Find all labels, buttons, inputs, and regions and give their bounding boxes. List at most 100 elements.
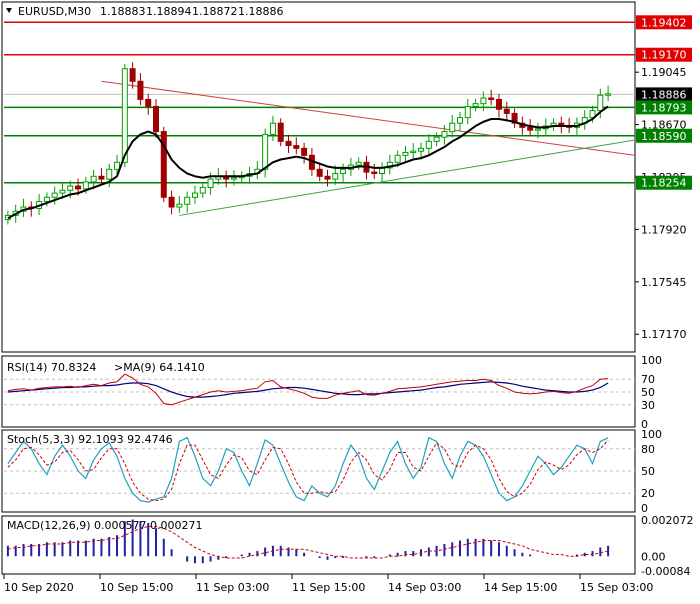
candle [191, 185, 198, 204]
candle-body [433, 136, 440, 142]
time-label: 10 Sep 2020 [4, 581, 74, 594]
candle-body [207, 178, 214, 188]
candle-body [184, 196, 191, 205]
candle-body [137, 80, 144, 100]
candle [472, 98, 479, 112]
candle [495, 93, 502, 118]
candle [98, 168, 105, 185]
candle [114, 154, 121, 176]
candle [402, 145, 409, 163]
candle-body [394, 154, 401, 163]
candle-body [199, 186, 206, 194]
stoch-layer [4, 436, 635, 503]
candle [503, 101, 510, 120]
candle-body [511, 112, 518, 124]
trendline-ascending [179, 139, 636, 216]
rsi-line [7, 373, 609, 406]
time-label: 10 Sep 15:00 [100, 581, 173, 594]
candle [176, 196, 183, 213]
time-label: 11 Sep 15:00 [292, 581, 365, 594]
candle [285, 134, 292, 153]
candle [418, 142, 425, 160]
candle [43, 192, 50, 207]
candle-body [410, 150, 417, 154]
low-value: 1.18872 [192, 5, 238, 18]
price-tag-label: 1.19402 [641, 16, 687, 29]
candle-body [371, 171, 378, 175]
candle [511, 108, 518, 129]
candle [262, 128, 269, 178]
candle-body [75, 185, 82, 190]
candle [355, 157, 362, 171]
candle [371, 163, 378, 180]
time-label: 11 Sep 03:00 [196, 581, 269, 594]
time-label: 14 Sep 03:00 [388, 581, 461, 594]
candle-body [90, 175, 97, 183]
candle [269, 115, 276, 141]
candle [277, 118, 284, 147]
price-tick-label: 1.17545 [641, 276, 687, 289]
candle-body [145, 98, 152, 107]
candle-body [324, 175, 331, 180]
price-tick-label: 1.17170 [641, 328, 687, 341]
candle-body [43, 196, 50, 202]
moving-average-line [7, 105, 609, 220]
time-label: 15 Sep 03:00 [580, 581, 653, 594]
candle-body [503, 108, 510, 114]
candle [51, 186, 58, 205]
candle-body [262, 133, 269, 170]
candle [605, 85, 612, 101]
rsi-ma-title: >MA(9) 64.1410 [114, 361, 205, 374]
macd-layer [6, 519, 610, 564]
candle-body [597, 94, 604, 112]
candle-body [480, 97, 487, 105]
candle-body [589, 110, 596, 119]
candle-body [402, 152, 409, 156]
candle [106, 163, 113, 188]
candle-body [114, 161, 121, 170]
high-value: 1.18894 [146, 5, 192, 18]
candle [184, 191, 191, 213]
candle-body [230, 177, 237, 180]
dropdown-triangle-icon[interactable] [6, 8, 12, 13]
candle-body [472, 103, 479, 107]
price-tick-label: 1.18670 [641, 119, 687, 132]
price-tag-label: 1.18886 [641, 88, 687, 101]
candle [160, 126, 167, 203]
candle [301, 142, 308, 164]
stoch-title: Stoch(5,3,3) 92.1093 92.4746 [7, 433, 173, 446]
candle-body [464, 105, 471, 119]
candle-body [191, 192, 198, 198]
candle-body [488, 97, 495, 100]
close-value: 1.18886 [238, 5, 284, 18]
rsi-level-label: 0 [641, 418, 648, 431]
candle [121, 63, 128, 168]
candle-body [82, 181, 89, 190]
candle [449, 114, 456, 138]
price-tag-label: 1.18590 [641, 130, 687, 143]
candle-body [340, 168, 347, 175]
price-tick-label: 1.17920 [641, 223, 687, 236]
candle [534, 123, 541, 139]
candle-body [495, 98, 502, 110]
macd-tick-label: -0.00084 [641, 565, 690, 578]
candle [293, 137, 300, 155]
resistance-price-tag [636, 15, 692, 30]
candle-body [527, 126, 534, 131]
price-tag-label: 1.19170 [641, 49, 687, 62]
candle-body [293, 145, 300, 149]
candle-body [441, 131, 448, 138]
candle-body [121, 68, 128, 163]
candle [457, 111, 463, 132]
stoch-level-label: 50 [641, 465, 655, 478]
candle-body [449, 122, 456, 133]
resistance-price-tag [636, 47, 692, 62]
stoch-signal-line [7, 439, 609, 502]
candle-body [285, 140, 292, 147]
support-price-tag [636, 100, 692, 115]
rsi-layer [4, 373, 635, 406]
candle [59, 182, 66, 199]
candle [433, 132, 440, 147]
